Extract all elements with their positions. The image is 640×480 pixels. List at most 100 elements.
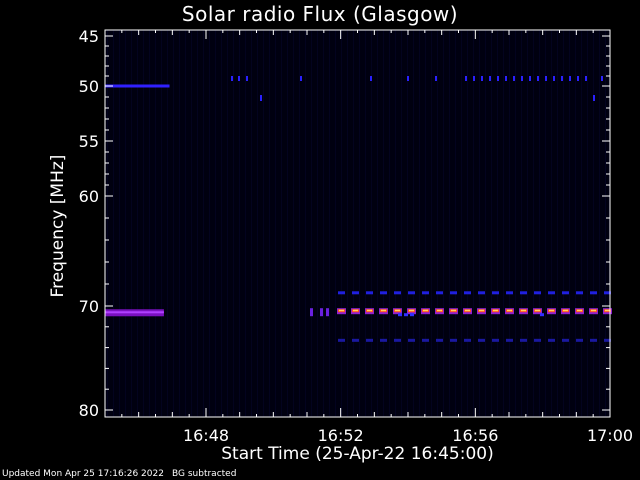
feature-4-dash [464, 291, 471, 295]
background-striation [191, 30, 192, 417]
feature-5-dash [492, 338, 499, 342]
background-striation [329, 30, 330, 417]
feature-5-dash [576, 338, 583, 342]
background-striation [275, 30, 276, 417]
background-striation [293, 30, 294, 417]
feature-1-tick [238, 76, 240, 81]
background-striation [563, 30, 564, 417]
bg-subtracted-note: BG subtracted [172, 469, 237, 479]
x-tick-label: 16:52 [318, 426, 364, 445]
feature-5-dash [436, 338, 443, 342]
background-striation [431, 30, 432, 417]
feature-1-tick [465, 76, 467, 81]
feature-5-dash [450, 338, 457, 342]
x-axis-label: Start Time (25-Apr-22 16:45:00) [221, 444, 494, 464]
background-striation [215, 30, 216, 417]
plot-background [105, 30, 610, 417]
background-striation [119, 30, 120, 417]
background-striation [497, 30, 498, 417]
background-striation [353, 30, 354, 417]
feature-5-dash [464, 338, 471, 342]
feature-1-tick [537, 76, 539, 81]
feature-4-dash [548, 291, 555, 295]
updated-timestamp: Updated Mon Apr 25 17:16:26 2022 [2, 469, 164, 479]
background-striation [143, 30, 144, 417]
feature-3-dash-core [563, 309, 568, 312]
background-striation [107, 30, 108, 417]
background-striation [419, 30, 420, 417]
feature-5-dash [506, 338, 513, 342]
background-striation [551, 30, 552, 417]
background-striation [137, 30, 138, 417]
feature-4-dash [604, 291, 611, 295]
feature-1-tick [521, 76, 523, 81]
background-striation [323, 30, 324, 417]
background-striation [269, 30, 270, 417]
feature-5-dash [534, 338, 541, 342]
y-tick-label: 55 [79, 132, 99, 151]
x-tick-label: 16:48 [183, 426, 229, 445]
feature-5-dash [548, 338, 555, 342]
feature-3-dash-core [577, 309, 582, 312]
feature-3-dash-core [451, 309, 456, 312]
background-striation [467, 30, 468, 417]
feature-1-tick [545, 76, 547, 81]
background-striation [179, 30, 180, 417]
background-striation [305, 30, 306, 417]
feature-3-lead-mark [310, 308, 313, 317]
background-striation [113, 30, 114, 417]
background-striation [425, 30, 426, 417]
feature-1-tick [473, 76, 475, 81]
feature-1-tick [529, 76, 531, 81]
background-striation [455, 30, 456, 417]
feature-3-dash-core [381, 309, 386, 312]
x-tick-label: 17:00 [587, 426, 633, 445]
feature-3-dash-core [465, 309, 470, 312]
background-striation [503, 30, 504, 417]
feature-1-tick [577, 76, 579, 81]
background-striation [185, 30, 186, 417]
feature-3-lead-mark [326, 308, 329, 317]
feature-4-dash [436, 291, 443, 295]
background-striation [491, 30, 492, 417]
y-tick-label: 50 [79, 77, 99, 96]
feature-2-band-core [105, 311, 164, 314]
feature-5-dash [394, 338, 401, 342]
feature-1-tick [569, 76, 571, 81]
feature-4-dash [394, 291, 401, 295]
feature-4-dash [562, 291, 569, 295]
feature-3-dash-core [423, 309, 428, 312]
background-striation [485, 30, 486, 417]
background-striation [257, 30, 258, 417]
feature-3-dash-core [591, 309, 596, 312]
feature-3-sub-mark [404, 313, 408, 317]
background-striation [125, 30, 126, 417]
feature-4-dash [590, 291, 597, 295]
feature-5-dash [520, 338, 527, 342]
feature-3-sub-mark [398, 313, 402, 317]
feature-4-dash [478, 291, 485, 295]
feature-3-dash-core [521, 309, 526, 312]
background-striation [335, 30, 336, 417]
background-striation [575, 30, 576, 417]
feature-3-dash-core [493, 309, 498, 312]
feature-5-dash [604, 338, 611, 342]
background-striation [131, 30, 132, 417]
feature-1-tick [489, 76, 491, 81]
feature-5-dash [366, 338, 373, 342]
background-striation [389, 30, 390, 417]
background-striation [413, 30, 414, 417]
feature-1-tick [553, 76, 555, 81]
background-striation [371, 30, 372, 417]
feature-4-dash [338, 291, 345, 295]
background-striation [365, 30, 366, 417]
background-striation [479, 30, 480, 417]
feature-4-dash [408, 291, 415, 295]
background-striation [347, 30, 348, 417]
background-striation [395, 30, 396, 417]
background-striation [527, 30, 528, 417]
feature-3-dash-core [395, 309, 400, 312]
background-striation [581, 30, 582, 417]
background-striation [461, 30, 462, 417]
feature-1-tick [585, 76, 587, 81]
